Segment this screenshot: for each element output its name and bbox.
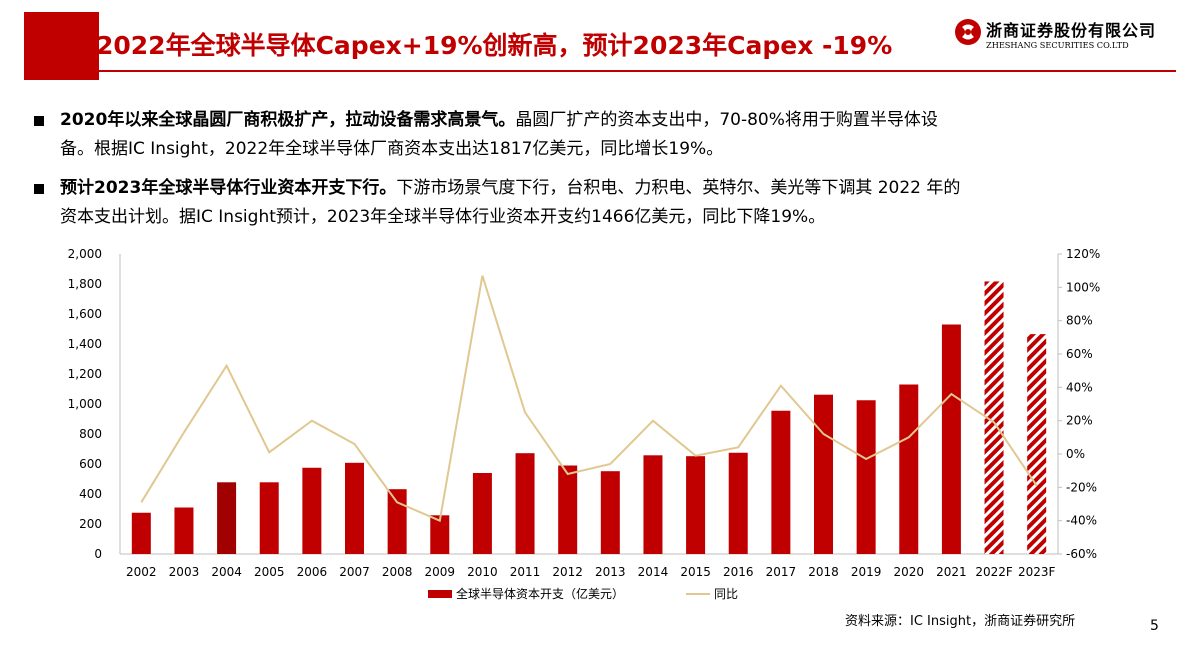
capex-bar	[771, 410, 791, 554]
x-tick-label: 2014	[638, 565, 669, 579]
x-tick-label: 2011	[510, 565, 541, 579]
capex-bar	[174, 507, 194, 554]
title-underline	[96, 70, 1176, 72]
legend-label-yoy: 同比	[714, 587, 738, 601]
y-right-tick-label: -40%	[1066, 514, 1097, 528]
y-left-tick-label: 800	[79, 427, 102, 441]
bullet-bold-lead: 预计2023年全球半导体行业资本开支下行。	[60, 178, 397, 198]
x-axis-labels: 2002 2003 2004 2005 2006 2007 2008 2009 2010 2011…	[126, 565, 1055, 579]
x-tick-label: 2020	[893, 565, 924, 579]
capex-bar	[217, 482, 237, 554]
page-title: 2022年全球半导体Capex+19%创新高，预计2023年Capex -19%	[96, 31, 893, 60]
y-right-tick-label: 80%	[1066, 314, 1093, 328]
y-right-tick-label: -60%	[1066, 547, 1097, 561]
x-tick-label: 2003	[169, 565, 200, 579]
zheshang-logo-icon	[955, 19, 981, 45]
capex-bar	[643, 455, 663, 554]
x-tick-label: 2019	[851, 565, 882, 579]
capex-bar	[558, 465, 578, 554]
capex-bar	[387, 489, 407, 554]
x-tick-label: 2010	[467, 565, 498, 579]
capex-bar	[856, 400, 876, 554]
capex-bar	[941, 324, 961, 554]
y-right-tick-label: 20%	[1066, 414, 1093, 428]
y-left-tick-label: 1,400	[68, 337, 102, 351]
capex-bar	[430, 515, 450, 554]
y-left-tick-label: 1,200	[68, 367, 102, 381]
y-right-tick-label: 40%	[1066, 380, 1093, 394]
y-left-tick-label: 1,000	[68, 397, 102, 411]
capex-bar	[728, 452, 748, 554]
y-right-tick-label: 100%	[1066, 280, 1100, 294]
x-tick-label: 2007	[339, 565, 370, 579]
capex-bar	[472, 473, 492, 554]
x-tick-label: 2002	[126, 565, 157, 579]
chart-legend: 全球半导体资本开支（亿美元） 同比	[428, 586, 738, 601]
bullet-line-1: 晶圆厂扩产的资本支出中，70-80%将用于购置半导体设	[515, 110, 938, 130]
bullet-line-2: 备。根据IC Insight，2022年全球半导体厂商资本支出达1817亿美元，…	[60, 139, 724, 159]
capex-bar	[899, 384, 919, 554]
x-tick-label: 2006	[297, 565, 328, 579]
bullet-line-2: 资本支出计划。据IC Insight预计，2023年全球半导体行业资本开支约14…	[60, 207, 826, 227]
bullet-text: 2020年以来全球晶圆厂商积极扩产，拉动设备需求高景气。晶圆厂扩产的资本支出中，…	[60, 106, 1154, 164]
yoy-growth-line	[140, 275, 1038, 523]
bullet-line-1: 下游市场景气度下行，台积电、力积电、英特尔、美光等下调其 2022 年的	[396, 178, 961, 198]
page-number: 5	[1150, 618, 1159, 634]
capex-bar	[302, 467, 322, 554]
capex-chart: 0 200 400 600 800 1,000 1,200 1,400 1,600 1,800 2,…	[68, 247, 1101, 601]
x-tick-label: 2005	[254, 565, 285, 579]
capex-bar	[686, 456, 706, 554]
y-right-tick-label: 60%	[1066, 347, 1093, 361]
capex-bar	[515, 453, 535, 554]
logo-chinese-name: 浙商证券股份有限公司	[986, 21, 1157, 40]
x-tick-label: 2021	[936, 565, 967, 579]
x-tick-label: 2015	[680, 565, 711, 579]
company-logo: 浙商证券股份有限公司 ZHESHANG SECURITIES CO.LTD	[954, 14, 1164, 58]
x-tick-label: 2004	[211, 565, 242, 579]
y-right-tick-label: -20%	[1066, 480, 1097, 494]
chart-axes: 0 200 400 600 800 1,000 1,200 1,400 1,600 1,800 2,…	[68, 247, 1101, 561]
y-right-tick-label: 0%	[1066, 447, 1085, 461]
bullet-square-icon	[34, 116, 44, 126]
y-left-tick-label: 1,800	[68, 277, 102, 291]
bullet-point-2: 预计2023年全球半导体行业资本开支下行。下游市场景气度下行，台积电、力积电、英…	[34, 174, 1154, 232]
capex-bar	[259, 482, 279, 554]
capex-bar	[1027, 334, 1047, 554]
y-right-tick-label: 120%	[1066, 247, 1100, 261]
capex-bar	[345, 462, 364, 554]
bullet-point-1: 2020年以来全球晶圆厂商积极扩产，拉动设备需求高景气。晶圆厂扩产的资本支出中，…	[34, 106, 1154, 164]
logo-english-name: ZHESHANG SECURITIES CO.LTD	[986, 40, 1129, 50]
x-tick-label: 2017	[766, 565, 797, 579]
x-tick-label: 2022F	[975, 565, 1013, 579]
x-tick-label: 2018	[808, 565, 839, 579]
x-tick-label: 2023F	[1018, 565, 1056, 579]
y-left-tick-label: 2,000	[68, 247, 102, 261]
source-note: 资料来源：IC Insight，浙商证券研究所	[845, 614, 1076, 629]
x-tick-label: 2009	[424, 565, 455, 579]
bullet-square-icon	[34, 184, 44, 194]
y-left-tick-label: 400	[79, 487, 102, 501]
capex-bar	[600, 471, 620, 554]
x-tick-label: 2016	[723, 565, 754, 579]
x-tick-label: 2013	[595, 565, 626, 579]
bar-series	[131, 281, 1047, 554]
title-accent-block	[24, 12, 99, 80]
y-left-tick-label: 0	[94, 547, 102, 561]
capex-bar	[131, 512, 151, 554]
x-tick-label: 2008	[382, 565, 413, 579]
capex-bar	[984, 281, 1004, 554]
line-series	[140, 275, 1038, 523]
capex-bar	[814, 394, 833, 554]
legend-swatch-capex	[428, 590, 452, 598]
x-tick-label: 2012	[552, 565, 583, 579]
y-left-tick-label: 1,600	[68, 307, 102, 321]
y-left-tick-label: 600	[79, 457, 102, 471]
legend-label-capex: 全球半导体资本开支（亿美元）	[456, 586, 624, 601]
bullet-text: 预计2023年全球半导体行业资本开支下行。下游市场景气度下行，台积电、力积电、英…	[60, 174, 1154, 232]
bullet-bold-lead: 2020年以来全球晶圆厂商积极扩产，拉动设备需求高景气。	[60, 110, 516, 130]
y-left-tick-label: 200	[79, 517, 102, 531]
